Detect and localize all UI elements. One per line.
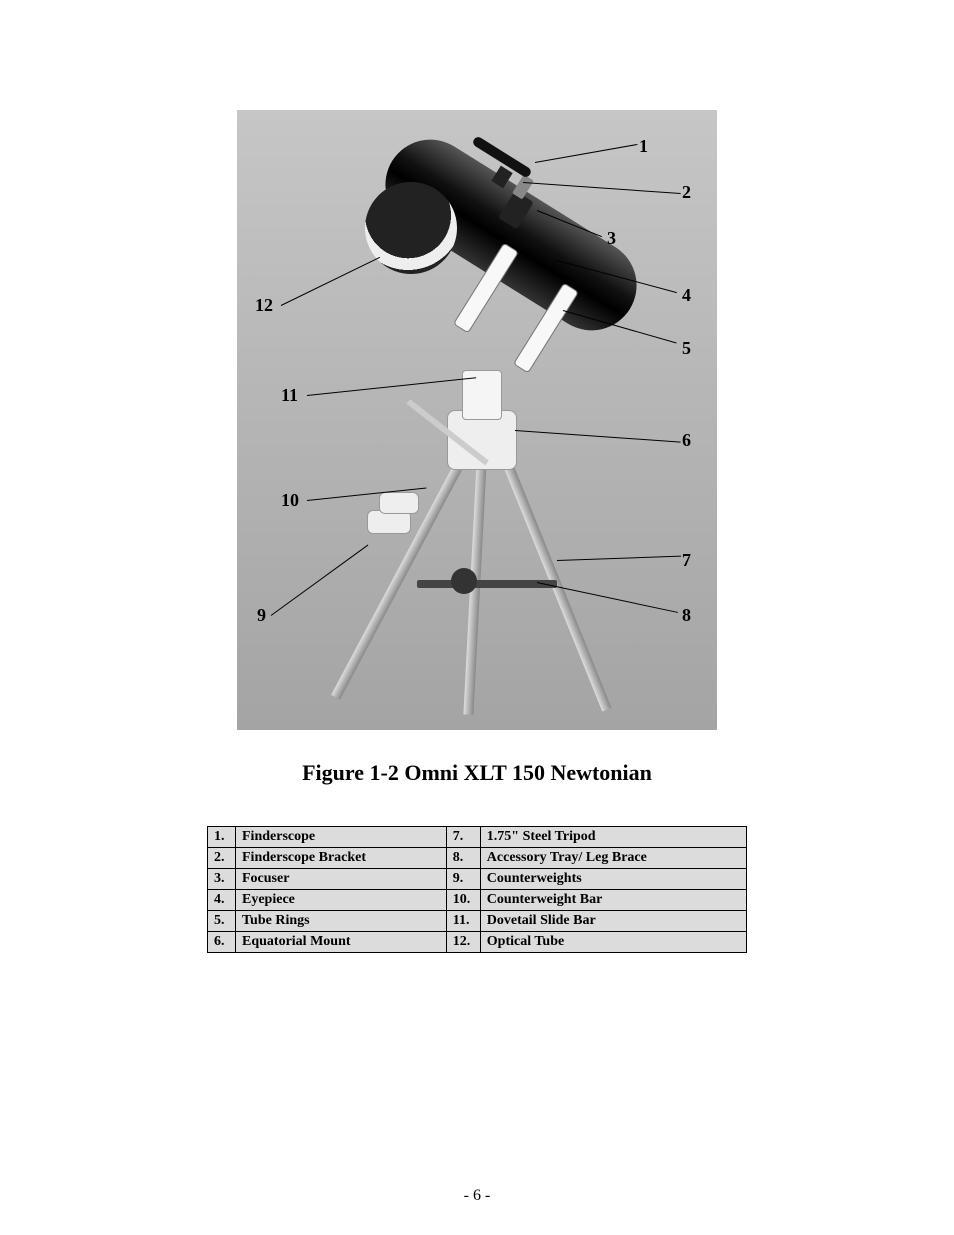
figure-caption: Figure 1-2 Omni XLT 150 Newtonian — [237, 760, 717, 786]
counterweight — [379, 492, 419, 514]
parts-legend-table: 1. Finderscope 7. 1.75" Steel Tripod 2. … — [207, 826, 747, 953]
leader-line — [523, 182, 681, 194]
callout-9: 9 — [257, 605, 266, 626]
cell-label: Finderscope Bracket — [236, 848, 447, 869]
cell-label: Accessory Tray/ Leg Brace — [480, 848, 746, 869]
leader-line — [307, 377, 476, 396]
cell-label: Focuser — [236, 869, 447, 890]
leader-line — [271, 545, 369, 616]
document-page: 1 2 3 4 5 6 7 8 9 10 11 12 Figur — [0, 0, 954, 1235]
callout-7: 7 — [682, 550, 691, 571]
cell-label: Optical Tube — [480, 932, 746, 953]
cell-num: 9. — [446, 869, 480, 890]
callout-12: 12 — [255, 295, 273, 316]
table-row: 6. Equatorial Mount 12. Optical Tube — [208, 932, 747, 953]
cell-label: Finderscope — [236, 827, 447, 848]
cell-num: 4. — [208, 890, 236, 911]
cell-num: 7. — [446, 827, 480, 848]
cell-label: Eyepiece — [236, 890, 447, 911]
cell-num: 6. — [208, 932, 236, 953]
callout-8: 8 — [682, 605, 691, 626]
callout-11: 11 — [281, 385, 298, 406]
leader-line — [535, 144, 638, 163]
cell-label: Counterweight Bar — [480, 890, 746, 911]
telescope-figure: 1 2 3 4 5 6 7 8 9 10 11 12 — [237, 110, 717, 730]
tray-knob — [451, 568, 477, 594]
cell-label: Dovetail Slide Bar — [480, 911, 746, 932]
callout-5: 5 — [682, 338, 691, 359]
callout-10: 10 — [281, 490, 299, 511]
accessory-tray — [417, 580, 557, 588]
leader-line — [515, 430, 681, 443]
table-row: 1. Finderscope 7. 1.75" Steel Tripod — [208, 827, 747, 848]
leader-line — [557, 556, 681, 561]
cell-num: 10. — [446, 890, 480, 911]
table-row: 4. Eyepiece 10. Counterweight Bar — [208, 890, 747, 911]
cell-num: 11. — [446, 911, 480, 932]
tripod-leg — [331, 448, 471, 700]
callout-2: 2 — [682, 182, 691, 203]
table-row: 2. Finderscope Bracket 8. Accessory Tray… — [208, 848, 747, 869]
cell-label: Tube Rings — [236, 911, 447, 932]
page-number: - 6 - — [0, 1187, 954, 1205]
callout-4: 4 — [682, 285, 691, 306]
table-row: 5. Tube Rings 11. Dovetail Slide Bar — [208, 911, 747, 932]
figure-container: 1 2 3 4 5 6 7 8 9 10 11 12 Figur — [237, 110, 717, 786]
callout-1: 1 — [639, 136, 648, 157]
callout-3: 3 — [607, 228, 616, 249]
cell-label: 1.75" Steel Tripod — [480, 827, 746, 848]
cell-num: 12. — [446, 932, 480, 953]
callout-6: 6 — [682, 430, 691, 451]
cell-num: 5. — [208, 911, 236, 932]
cell-num: 8. — [446, 848, 480, 869]
cell-num: 1. — [208, 827, 236, 848]
cell-num: 2. — [208, 848, 236, 869]
cell-num: 3. — [208, 869, 236, 890]
cell-label: Counterweights — [480, 869, 746, 890]
cell-label: Equatorial Mount — [236, 932, 447, 953]
table-row: 3. Focuser 9. Counterweights — [208, 869, 747, 890]
leader-line — [281, 257, 380, 306]
